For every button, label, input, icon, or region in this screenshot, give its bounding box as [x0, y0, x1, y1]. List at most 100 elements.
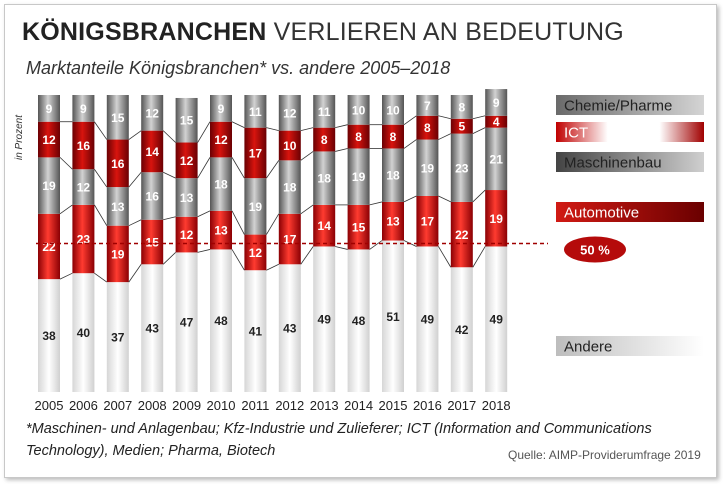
- bar-andere-2012: [278, 264, 301, 392]
- data-label-chemie-pharme-2008: 12: [146, 106, 160, 120]
- legend-label-chemie-pharme: Chemie/Pharme: [564, 98, 672, 115]
- data-label-ict-2008: 14: [146, 145, 160, 159]
- bar-maschinenbau-2014: [347, 148, 370, 205]
- bar-chemie-pharme-2017: [450, 95, 473, 119]
- data-label-ict-2007: 16: [111, 157, 125, 171]
- bar-chemie-pharme-2014: [347, 95, 370, 125]
- legend-swatch-maschinenbau: [556, 152, 704, 172]
- bar-andere-2011: [244, 270, 267, 392]
- connector-line: [197, 157, 211, 179]
- legend-swatch-chemie-pharme: [556, 95, 704, 115]
- data-label-ict-2015: 8: [390, 130, 397, 144]
- data-label-andere-2009: 47: [180, 316, 194, 330]
- connector-line: [266, 213, 280, 235]
- bar-andere-2009: [175, 252, 198, 392]
- bar-ict-2018: [485, 115, 508, 128]
- bar-ict-2012: [278, 130, 301, 161]
- data-label-andere-2012: 43: [283, 322, 297, 336]
- connector-line: [197, 249, 211, 253]
- data-label-andere-2005: 38: [42, 329, 56, 343]
- bar-maschinenbau-2017: [450, 133, 473, 202]
- bar-chemie-pharme-2016: [416, 95, 439, 116]
- x-tick-2005: 2005: [35, 398, 64, 413]
- x-tick-2014: 2014: [344, 398, 373, 413]
- x-tick-2009: 2009: [172, 398, 201, 413]
- connector-line: [438, 195, 451, 203]
- bar-andere-2018: [485, 246, 508, 392]
- bar-ict-2015: [382, 124, 404, 149]
- bar-ict-2010: [210, 121, 232, 158]
- connector-line: [472, 189, 486, 203]
- bar-ict-2017: [450, 118, 473, 134]
- bar-chemie-pharme-2013: [313, 95, 336, 128]
- data-label-maschinenbau-2018: 21: [490, 152, 504, 166]
- bar-maschinenbau-2006: [72, 169, 95, 205]
- data-label-ict-2010: 12: [214, 133, 228, 147]
- data-label-andere-2007: 37: [111, 331, 125, 345]
- data-label-chemie-pharme-2005: 9: [46, 102, 53, 116]
- bar-maschinenbau-2007: [106, 187, 129, 226]
- source-note: Quelle: AIMP-Providerumfrage 2019: [508, 448, 701, 462]
- bar-maschinenbau-2013: [313, 151, 336, 205]
- data-label-automotive-2012: 17: [283, 233, 297, 247]
- connector-line: [94, 121, 108, 140]
- bar-automotive-2008: [141, 219, 164, 265]
- connector-line: [162, 130, 176, 143]
- data-label-andere-2014: 48: [352, 314, 366, 328]
- data-label-andere-2018: 49: [490, 313, 504, 327]
- data-label-maschinenbau-2007: 13: [111, 200, 125, 214]
- connector-line: [59, 157, 73, 170]
- data-label-automotive-2006: 23: [77, 233, 91, 247]
- data-label-automotive-2018: 19: [490, 212, 504, 226]
- bar-automotive-2013: [313, 204, 336, 247]
- data-label-automotive-2007: 19: [111, 247, 125, 261]
- data-label-andere-2017: 42: [455, 323, 469, 337]
- connector-line: [335, 246, 348, 250]
- data-label-maschinenbau-2013: 18: [318, 172, 332, 186]
- data-label-andere-2016: 49: [421, 313, 435, 327]
- bar-chemie-pharme-2005: [38, 95, 60, 122]
- data-label-ict-2012: 10: [283, 139, 297, 153]
- bar-andere-2013: [313, 246, 336, 392]
- data-label-ict-2011: 17: [249, 146, 263, 160]
- bar-automotive-2014: [347, 204, 370, 250]
- data-label-automotive-2008: 15: [146, 236, 160, 250]
- data-label-ict-2005: 12: [42, 133, 56, 147]
- x-tick-2018: 2018: [482, 398, 511, 413]
- connector-line: [266, 127, 279, 132]
- reference-label: 50 %: [580, 243, 610, 258]
- connector-line: [197, 121, 211, 143]
- x-tick-2012: 2012: [275, 398, 304, 413]
- chart-subtitle: Marktanteile Königsbranchen* vs. andere …: [26, 58, 451, 78]
- title-rest: VERLIEREN AN BEDEUTUNG: [273, 18, 624, 46]
- bar-maschinenbau-2015: [382, 148, 404, 202]
- connector-line: [94, 204, 108, 226]
- data-label-andere-2006: 40: [77, 326, 91, 340]
- bar-maschinenbau-2008: [141, 172, 164, 220]
- connector-line: [59, 272, 73, 280]
- data-label-andere-2010: 48: [214, 314, 228, 328]
- reference-badge: [564, 236, 626, 263]
- title-bold: KÖNIGSBRANCHEN: [22, 18, 267, 46]
- bar-ict-2011: [244, 127, 267, 179]
- bar-ict-2005: [38, 121, 60, 158]
- connector-line: [300, 127, 314, 132]
- data-label-chemie-pharme-2012: 12: [283, 106, 297, 120]
- connector-line: [197, 210, 211, 218]
- bar-andere-2017: [450, 267, 473, 392]
- connector-line: [94, 272, 108, 283]
- bar-andere-2014: [347, 249, 370, 392]
- bar-automotive-2016: [416, 195, 439, 247]
- bar-maschinenbau-2009: [175, 178, 198, 217]
- bar-ict-2009: [175, 142, 198, 179]
- data-label-automotive-2016: 17: [421, 215, 435, 229]
- connector-line: [300, 151, 314, 161]
- connector-line: [369, 201, 383, 206]
- bar-andere-2005: [38, 279, 60, 392]
- data-label-maschinenbau-2011: 19: [249, 200, 263, 214]
- bar-automotive-2010: [210, 210, 232, 250]
- connector-line: [231, 121, 245, 129]
- legend-label-ict: ICT: [564, 125, 588, 142]
- data-label-automotive-2014: 15: [352, 221, 366, 235]
- chart-title: KÖNIGSBRANCHEN VERLIEREN AN BEDEUTUNG: [22, 18, 624, 47]
